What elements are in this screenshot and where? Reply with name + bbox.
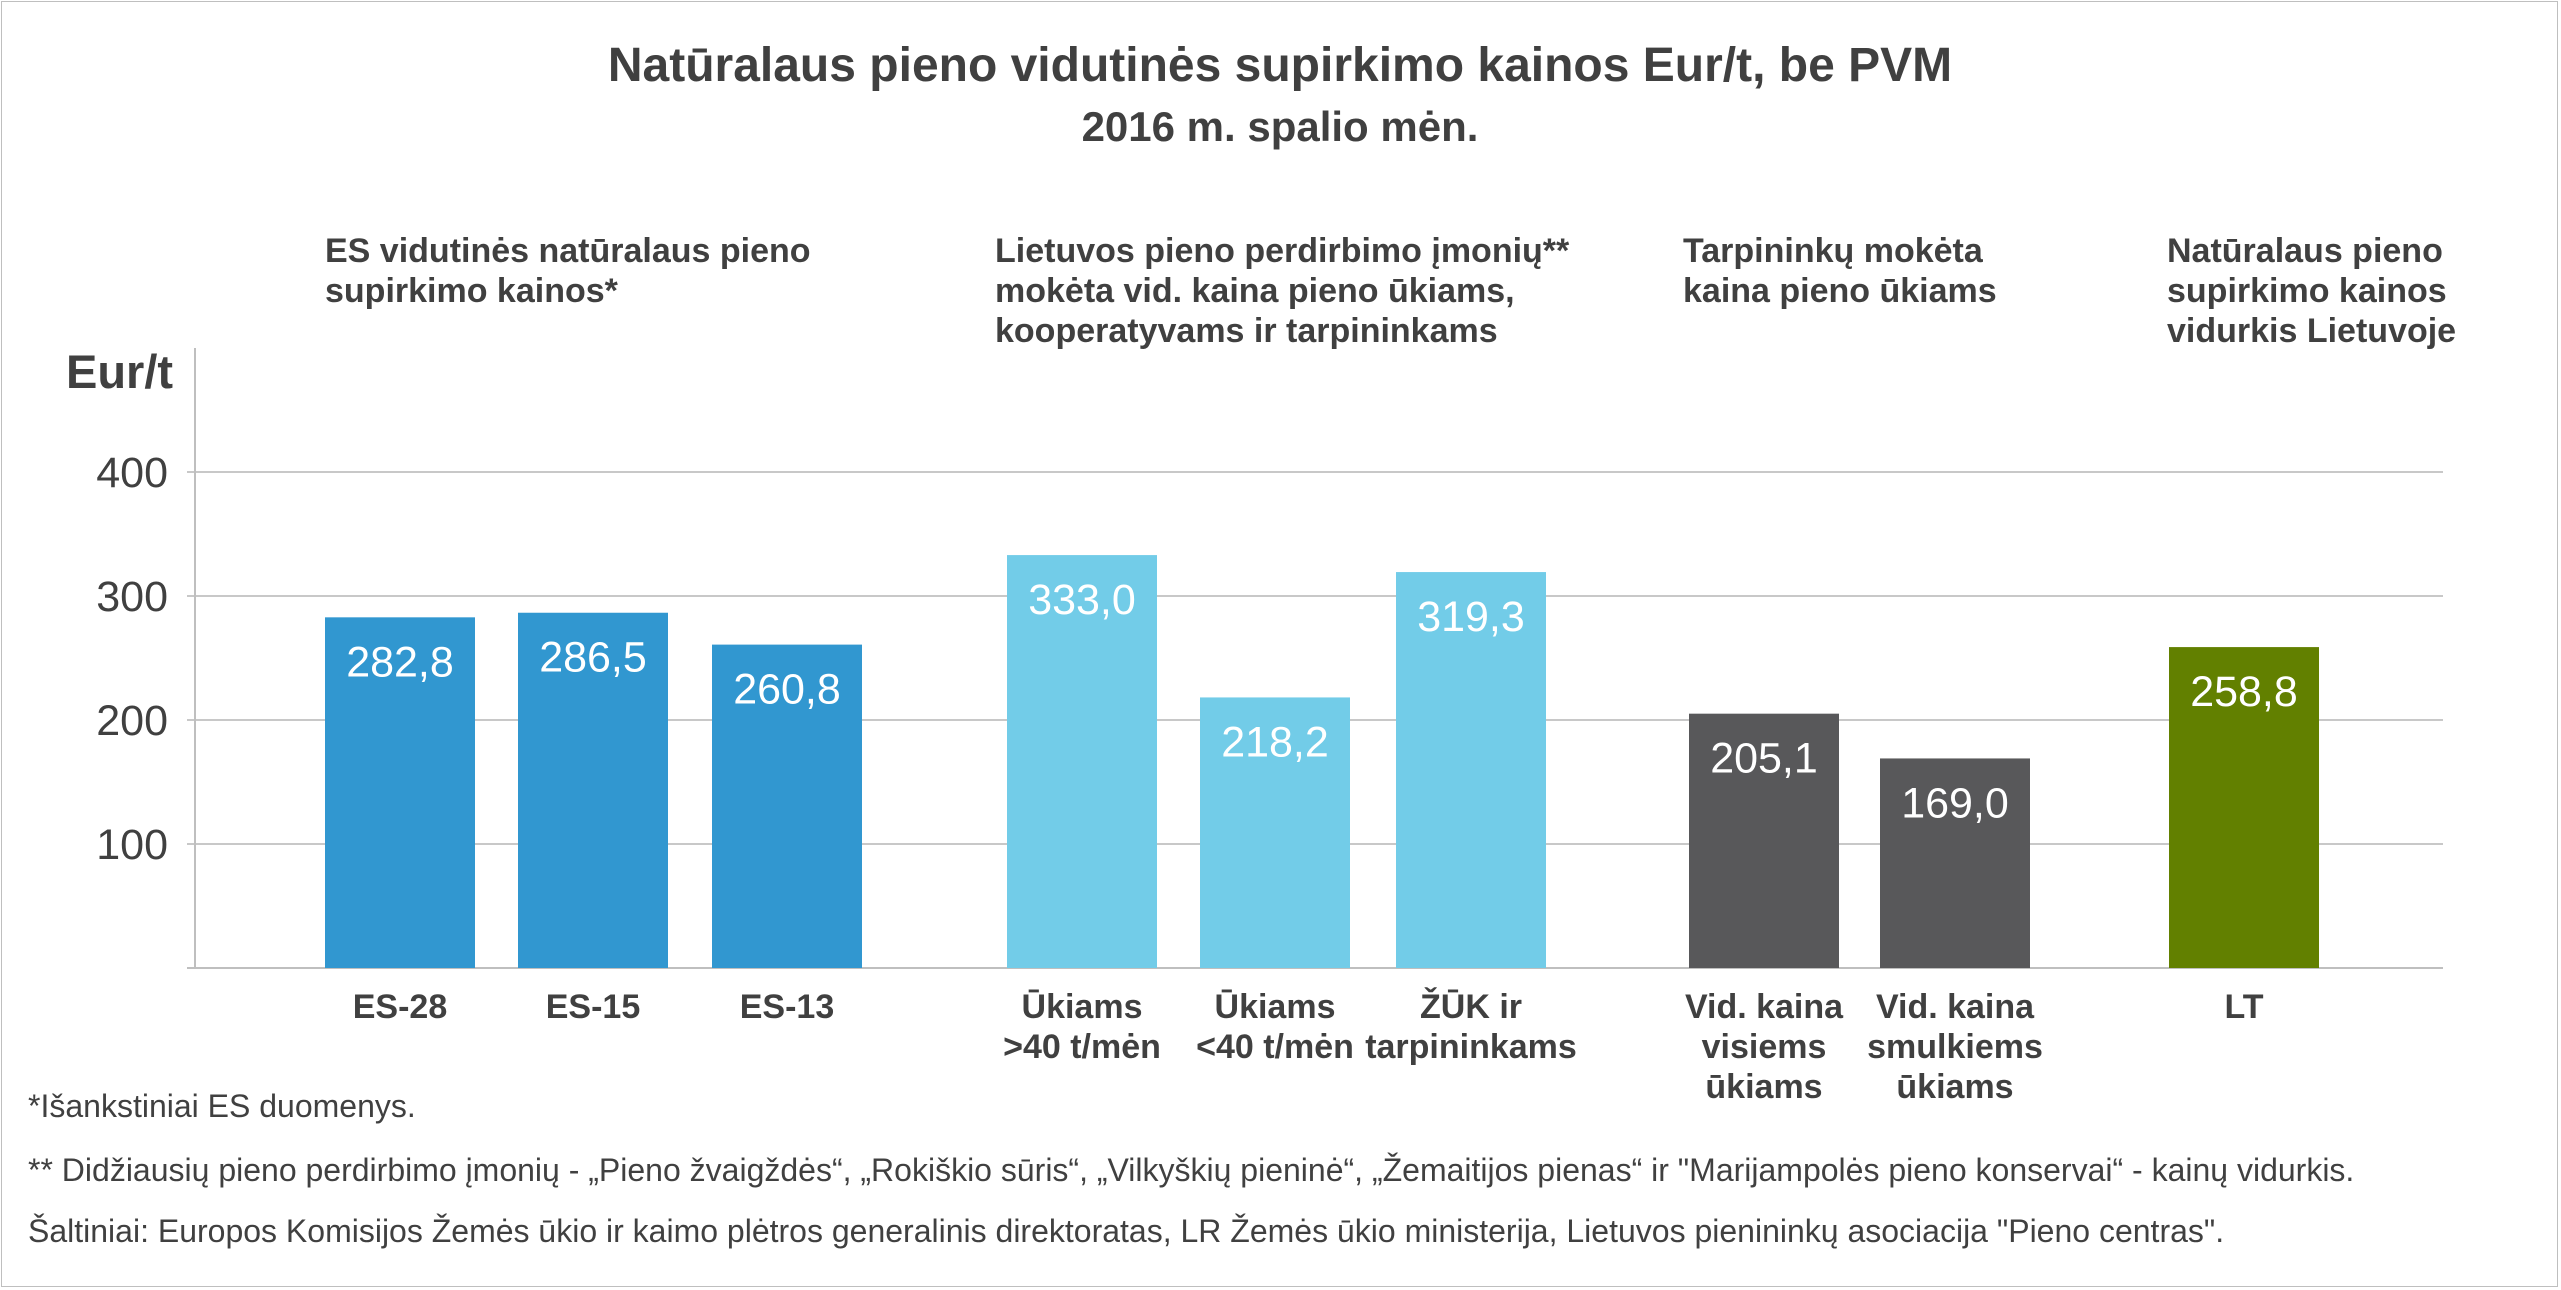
x-category-label: Ūkiams <40 t/mėn <box>1196 988 1354 1066</box>
group-label-line: mokėta vid. kaina pieno ūkiams, <box>995 272 1515 310</box>
footnote-companies: ** Didžiausių pieno perdirbimo įmonių - … <box>28 1152 2355 1188</box>
x-category-label-line: Vid. kaina <box>1876 988 2035 1026</box>
x-category-label: Vid. kaina visiems ūkiams <box>1685 988 1844 1106</box>
group-label-line: ES vidutinės natūralaus pieno <box>325 232 811 270</box>
group-label-line: supirkimo kainos* <box>325 272 619 310</box>
y-tick-labels: 100 200 300 400 <box>96 449 168 869</box>
bar-value-label: 286,5 <box>539 634 647 682</box>
x-category-label: Vid. kaina smulkiems ūkiams <box>1867 988 2043 1106</box>
x-category-label-line: LT <box>2224 988 2263 1026</box>
x-category-label-line: ES-15 <box>546 988 641 1026</box>
bar <box>2169 647 2319 968</box>
group-label-line: kaina pieno ūkiams <box>1683 272 1997 310</box>
bar-value-label: 258,8 <box>2190 668 2298 716</box>
group-label-line: supirkimo kainos <box>2167 272 2447 310</box>
bar-value-label: 333,0 <box>1028 576 1136 624</box>
group-label-1: ES vidutinės natūralaus pieno supirkimo k… <box>325 232 811 310</box>
x-category-label-line: >40 t/mėn <box>1003 1028 1161 1066</box>
chart-title: Natūralaus pieno vidutinės supirkimo kai… <box>608 39 1952 92</box>
bar-value-label: 169,0 <box>1901 779 2009 827</box>
bar-value-label: 205,1 <box>1710 735 1818 783</box>
bar <box>518 612 668 968</box>
chart-subtitle: 2016 m. spalio mėn. <box>1082 103 1479 150</box>
x-category-label-line: ES-13 <box>740 988 835 1026</box>
bar <box>1880 758 2030 968</box>
group-label-4: Natūralaus pieno supirkimo kainos vidurkis… <box>2167 232 2456 350</box>
x-category-label-line: ūkiams <box>1705 1068 1822 1106</box>
bar <box>1007 555 1157 968</box>
bar <box>1396 572 1546 968</box>
y-tick-label: 400 <box>96 449 168 497</box>
y-tick-label: 300 <box>96 573 168 621</box>
group-label-line: Natūralaus pieno <box>2167 232 2443 270</box>
footnote-preliminary: *Išankstiniai ES duomenys. <box>28 1088 416 1124</box>
x-category-label: ES-13 <box>740 988 835 1026</box>
x-category-label-line: Ūkiams <box>1215 988 1336 1026</box>
x-category-label-line: Ūkiams <box>1022 988 1143 1026</box>
bar <box>1689 713 1839 968</box>
bar-value-label: 260,8 <box>733 666 841 714</box>
group-label-line: kooperatyvams ir tarpininkams <box>995 312 1498 350</box>
x-category-label: ES-15 <box>546 988 641 1026</box>
x-category-label: Ūkiams >40 t/mėn <box>1003 988 1161 1066</box>
group-label-3: Tarpininkų mokėta kaina pieno ūkiams <box>1683 232 1997 310</box>
x-category-label-line: tarpininkams <box>1365 1028 1577 1066</box>
x-category-label: LT <box>2224 988 2263 1026</box>
x-category-label: ES-28 <box>353 988 448 1026</box>
x-category-label-line: <40 t/mėn <box>1196 1028 1354 1066</box>
x-category-label-line: ES-28 <box>353 988 448 1026</box>
y-tick-label: 200 <box>96 697 168 745</box>
x-category-label-line: Vid. kaina <box>1685 988 1844 1026</box>
y-tick-label: 100 <box>96 821 168 869</box>
bars: 282,8 286,5 260,8 333,0 218,2 319,3 205,1 169,0… <box>325 555 2319 968</box>
x-category-label: ŽŪK ir tarpininkams <box>1365 988 1577 1066</box>
footnote-sources: Šaltiniai: Europos Komisijos Žemės ūkio … <box>28 1213 2225 1249</box>
y-axis-unit: Eur/t <box>66 345 173 398</box>
x-category-label-line: ŽŪK ir <box>1420 988 1522 1026</box>
bar <box>712 644 862 968</box>
x-category-label-line: visiems <box>1702 1028 1827 1066</box>
bar-value-label: 218,2 <box>1221 718 1329 766</box>
bar-value-label: 319,3 <box>1417 593 1525 641</box>
bar <box>1200 697 1350 968</box>
x-category-label-line: ūkiams <box>1896 1068 2013 1106</box>
bar <box>325 617 475 968</box>
x-category-label-line: smulkiems <box>1867 1028 2043 1066</box>
group-label-2: Lietuvos pieno perdirbimo įmonių** mokėta… <box>995 232 1570 350</box>
group-label-line: Tarpininkų mokėta <box>1683 232 1984 270</box>
group-label-line: vidurkis Lietuvoje <box>2167 312 2456 350</box>
group-label-line: Lietuvos pieno perdirbimo įmonių** <box>995 232 1570 270</box>
group-labels: ES vidutinės natūralaus pieno supirkimo k… <box>325 232 2456 350</box>
bar-value-label: 282,8 <box>346 638 454 686</box>
